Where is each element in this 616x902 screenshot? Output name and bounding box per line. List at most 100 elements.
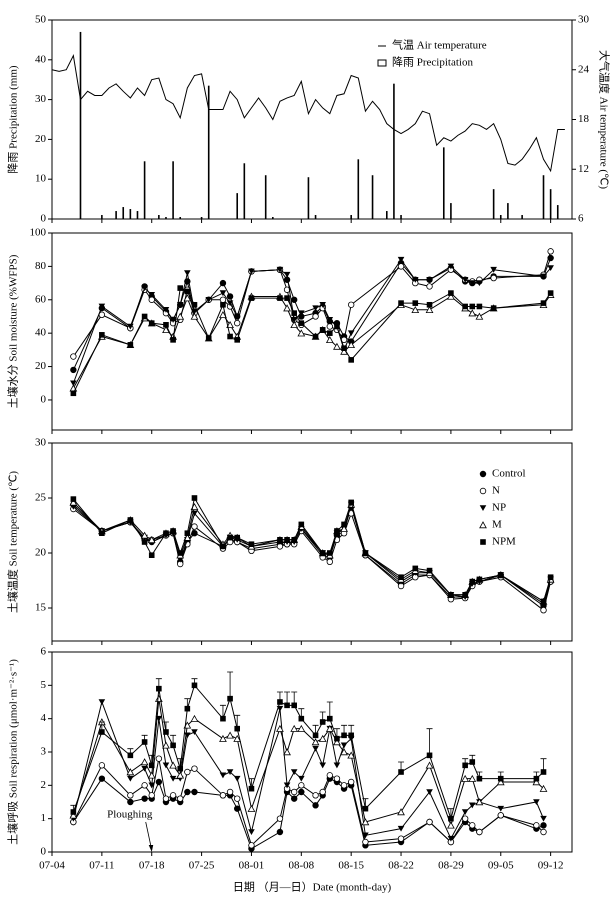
marker (233, 313, 241, 320)
marker (532, 778, 541, 786)
marker (319, 719, 326, 725)
marker (533, 822, 540, 829)
marker (177, 765, 184, 772)
marker (176, 312, 185, 320)
marker (184, 705, 191, 712)
marker (283, 748, 291, 756)
y-axis-label: 土壤呼吸 Soil respiration (μmol·m⁻²·s⁻¹) (6, 659, 20, 845)
marker (127, 775, 134, 782)
marker (184, 288, 191, 295)
marker (283, 782, 291, 789)
marker (497, 572, 504, 578)
marker (127, 798, 134, 806)
marker (184, 270, 191, 277)
marker (490, 305, 497, 311)
marker (226, 788, 234, 796)
marker (248, 785, 255, 792)
marker (469, 822, 476, 829)
marker (234, 795, 241, 802)
bar (400, 215, 402, 219)
marker (312, 305, 319, 312)
y-tick-label: 15 (35, 602, 47, 614)
marker (327, 715, 333, 722)
marker (412, 565, 419, 572)
marker (169, 775, 177, 782)
marker (219, 296, 227, 303)
marker (490, 274, 497, 282)
marker (169, 317, 177, 323)
marker (334, 323, 340, 330)
marker (177, 285, 184, 291)
marker (233, 775, 241, 782)
marker (70, 380, 77, 387)
marker (290, 320, 299, 329)
bar (236, 193, 239, 219)
marker (539, 784, 548, 792)
marker (448, 592, 454, 598)
y-tick-label: 20 (35, 547, 47, 559)
marker (70, 353, 77, 360)
marker (191, 301, 198, 308)
marker (312, 333, 319, 340)
x-axis-label: 日期 （月—日）Date (month-day) (233, 881, 392, 894)
marker (411, 305, 420, 313)
marker (497, 775, 504, 782)
marker (461, 276, 469, 283)
marker (290, 769, 298, 775)
marker (277, 699, 283, 705)
marker (496, 778, 505, 786)
marker (248, 829, 255, 835)
marker (183, 294, 192, 302)
marker (69, 498, 78, 506)
marker (476, 576, 483, 583)
legend-label: 降雨 Precipitation (392, 55, 473, 69)
marker (277, 537, 283, 543)
marker (540, 598, 547, 605)
marker (341, 732, 347, 739)
marker (205, 296, 213, 303)
marker (148, 296, 155, 303)
marker (497, 805, 505, 812)
marker (347, 330, 355, 337)
x-tick-label: 07-18 (139, 860, 165, 872)
marker (220, 301, 226, 308)
y-axis-label: 土壤水分 Soil moisture (%WFPS) (6, 254, 20, 408)
marker (98, 699, 106, 705)
marker (425, 761, 434, 769)
bar (393, 83, 395, 220)
marker (70, 366, 77, 374)
marker (219, 310, 227, 319)
marker (284, 537, 290, 543)
legend-marker (479, 505, 487, 511)
bar (450, 203, 452, 219)
marker (468, 309, 477, 317)
x-tick-label: 07-25 (189, 860, 215, 872)
marker (184, 732, 191, 739)
marker (547, 248, 554, 255)
y-tick-label: 25 (35, 492, 47, 504)
marker (426, 818, 433, 826)
marker (70, 809, 77, 815)
legend-label: N (492, 485, 500, 497)
marker (397, 835, 405, 842)
y-axis-label: 降雨 Precipitation (mm) (6, 65, 20, 173)
marker (170, 528, 176, 534)
marker (148, 320, 155, 326)
y-tick-label: 5 (41, 679, 47, 691)
marker (127, 752, 134, 759)
marker (340, 782, 348, 789)
marker (447, 835, 455, 842)
bar (385, 211, 388, 219)
marker (148, 782, 156, 789)
marker (191, 308, 198, 315)
x-tick-label: 09-12 (538, 860, 564, 872)
marker (147, 535, 156, 543)
bar (357, 159, 360, 219)
marker (276, 828, 284, 836)
plot-frame (51, 442, 573, 642)
bar (200, 217, 203, 219)
y-tick-label: 40 (35, 53, 47, 65)
marker (127, 342, 134, 348)
bar (492, 189, 495, 219)
marker (141, 285, 148, 292)
